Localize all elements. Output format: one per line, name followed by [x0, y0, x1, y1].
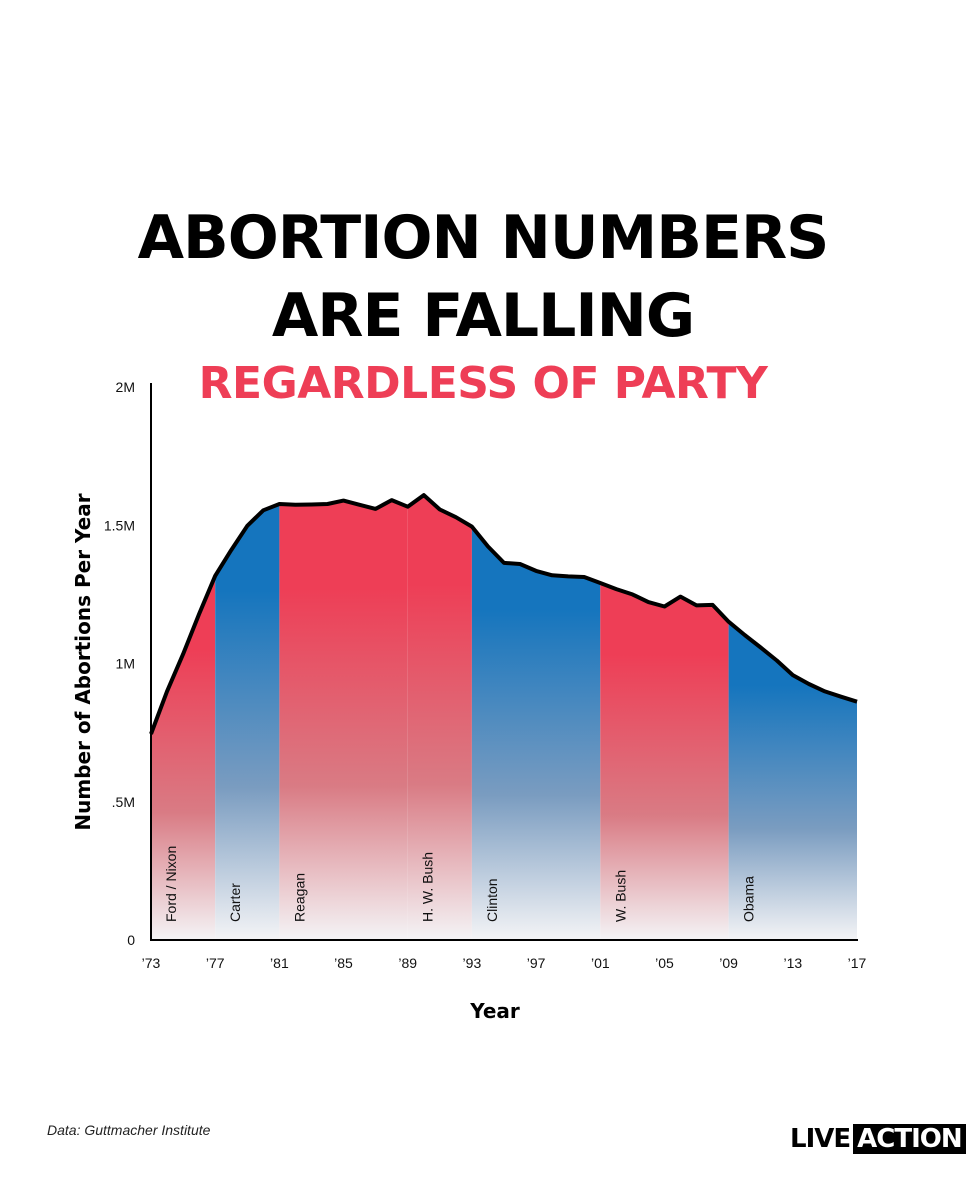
x-tick-label: ’01 [591, 955, 610, 971]
chart-title-line-1: ABORTION NUMBERS [137, 203, 830, 273]
presidency-label: Reagan [291, 873, 307, 922]
live-action-logo: LIVE ACTION [790, 1124, 966, 1154]
x-tick-label: ’09 [719, 955, 738, 971]
x-tick-label: ’17 [848, 955, 867, 971]
presidency-area-h-w-bush [407, 495, 472, 940]
y-tick-label: 1M [116, 656, 135, 672]
y-tick-label: 0 [127, 932, 135, 948]
abortions-line [149, 493, 858, 735]
x-tick-label: ’97 [527, 955, 546, 971]
y-tick-label: 2M [116, 379, 135, 395]
chart-title-line-2: ARE FALLING [271, 281, 695, 351]
presidency-area-carter [215, 504, 280, 940]
presidency-label: Carter [227, 883, 243, 922]
y-axis-title: Number of Abortions Per Year [71, 493, 95, 830]
y-tick-label: 1.5M [104, 517, 135, 533]
x-tick-label: ’81 [270, 955, 289, 971]
presidency-area-obama [728, 621, 857, 940]
presidency-label: Obama [741, 876, 757, 922]
data-source-note: Data: Guttmacher Institute [47, 1122, 211, 1138]
x-tick-label: ’93 [463, 955, 482, 971]
presidency-area-w-bush [600, 583, 729, 940]
presidency-label: H. W. Bush [420, 852, 436, 922]
presidency-label: Clinton [484, 878, 500, 922]
presidency-label: Ford / Nixon [163, 846, 179, 922]
x-tick-label: ’85 [334, 955, 353, 971]
x-tick-label: ’13 [783, 955, 802, 971]
presidency-labels: Ford / Nixon Carter Reagan H. W. Bush Clinto… [163, 846, 757, 922]
presidency-label: W. Bush [612, 870, 628, 922]
x-axis-title: Year [469, 999, 520, 1023]
presidency-area-clinton [471, 526, 601, 940]
y-axis-ticks: 0 .5M 1M 1.5M 2M [104, 379, 135, 948]
x-tick-label: ’89 [398, 955, 417, 971]
x-tick-label: ’73 [142, 955, 161, 971]
y-tick-label: .5M [112, 794, 135, 810]
presidency-area-reagan [279, 500, 408, 940]
presidency-area-ford-nixon [151, 575, 216, 940]
presidency-areas [151, 495, 857, 940]
chart-subtitle: REGARDLESS OF PARTY [198, 358, 768, 409]
x-tick-label: ’05 [655, 955, 674, 971]
x-axis-ticks: ’73 ’77 ’81 ’85 ’89 ’93 ’97 ’01 ’05 ’09 ’13 ’17 [142, 955, 867, 971]
x-tick-label: ’77 [206, 955, 225, 971]
logo-live-text: LIVE [790, 1124, 851, 1154]
logo-action-text: ACTION [853, 1124, 966, 1154]
